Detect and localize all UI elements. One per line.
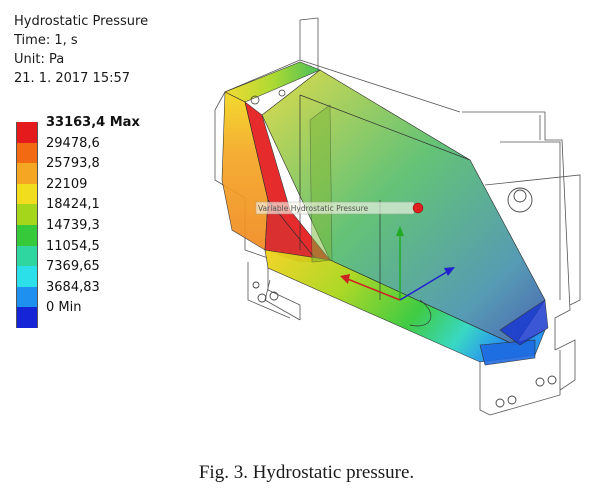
probe-annotation[interactable]: Variable Hydrostatic Pressure: [255, 201, 424, 215]
internal-edges: [250, 89, 471, 327]
legend-label-3: 22109: [46, 176, 88, 192]
result-time: Time: 1, s: [14, 33, 78, 48]
mounting-holes: [252, 187, 557, 408]
result-unit: Unit: Pa: [14, 52, 65, 67]
result-date: 21. 1. 2017 15:57: [14, 71, 131, 86]
legend-swatch-9: [16, 307, 38, 329]
probe-marker[interactable]: [412, 202, 424, 214]
legend-label-1: 29478,6: [46, 135, 100, 151]
legend-label-6: 11054,5: [46, 238, 100, 254]
legend-swatch-5: [16, 224, 38, 246]
legend-label-7: 7369,65: [46, 259, 100, 275]
legend-swatch-3: [16, 183, 38, 205]
legend-swatch-8: [16, 286, 38, 308]
result-title: Hydrostatic Pressure: [14, 14, 149, 29]
legend-swatch-2: [16, 163, 38, 185]
legend-swatch-1: [16, 142, 38, 164]
probe-label: Variable Hydrostatic Pressure: [258, 204, 368, 213]
figure-caption: Fig. 3. Hydrostatic pressure.: [198, 462, 415, 483]
legend-label-8: 3684,83: [46, 279, 100, 295]
legend-swatch-7: [16, 266, 38, 288]
legend-swatch-0: [16, 122, 38, 143]
wireframe-frame: [214, 17, 581, 416]
legend-label-5: 14739,3: [46, 217, 100, 233]
coordinate-triad: [340, 226, 455, 301]
tank-model-viewport[interactable]: Variable Hydrostatic Pressure: [190, 0, 600, 440]
legend-swatch-4: [16, 204, 38, 226]
result-info-block: Hydrostatic Pressure Time: 1, s Unit: Pa…: [14, 12, 148, 88]
legend-swatch-6: [16, 245, 38, 267]
legend-label-4: 18424,1: [46, 197, 100, 213]
legend-label-max: 33163,4 Max: [46, 115, 140, 130]
legend-label-9: 0 Min: [46, 300, 82, 316]
legend-label-2: 25793,8: [46, 156, 100, 172]
